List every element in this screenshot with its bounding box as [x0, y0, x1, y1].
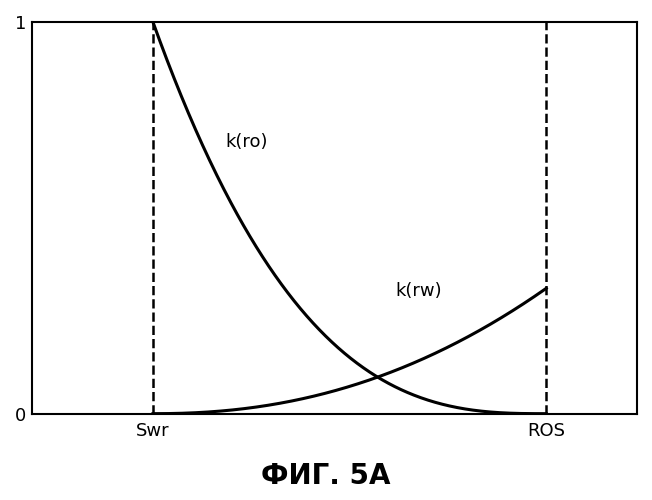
Text: ФИГ. 5А: ФИГ. 5А [261, 462, 391, 490]
Text: k(rw): k(rw) [395, 282, 441, 300]
Text: k(ro): k(ro) [226, 134, 268, 152]
